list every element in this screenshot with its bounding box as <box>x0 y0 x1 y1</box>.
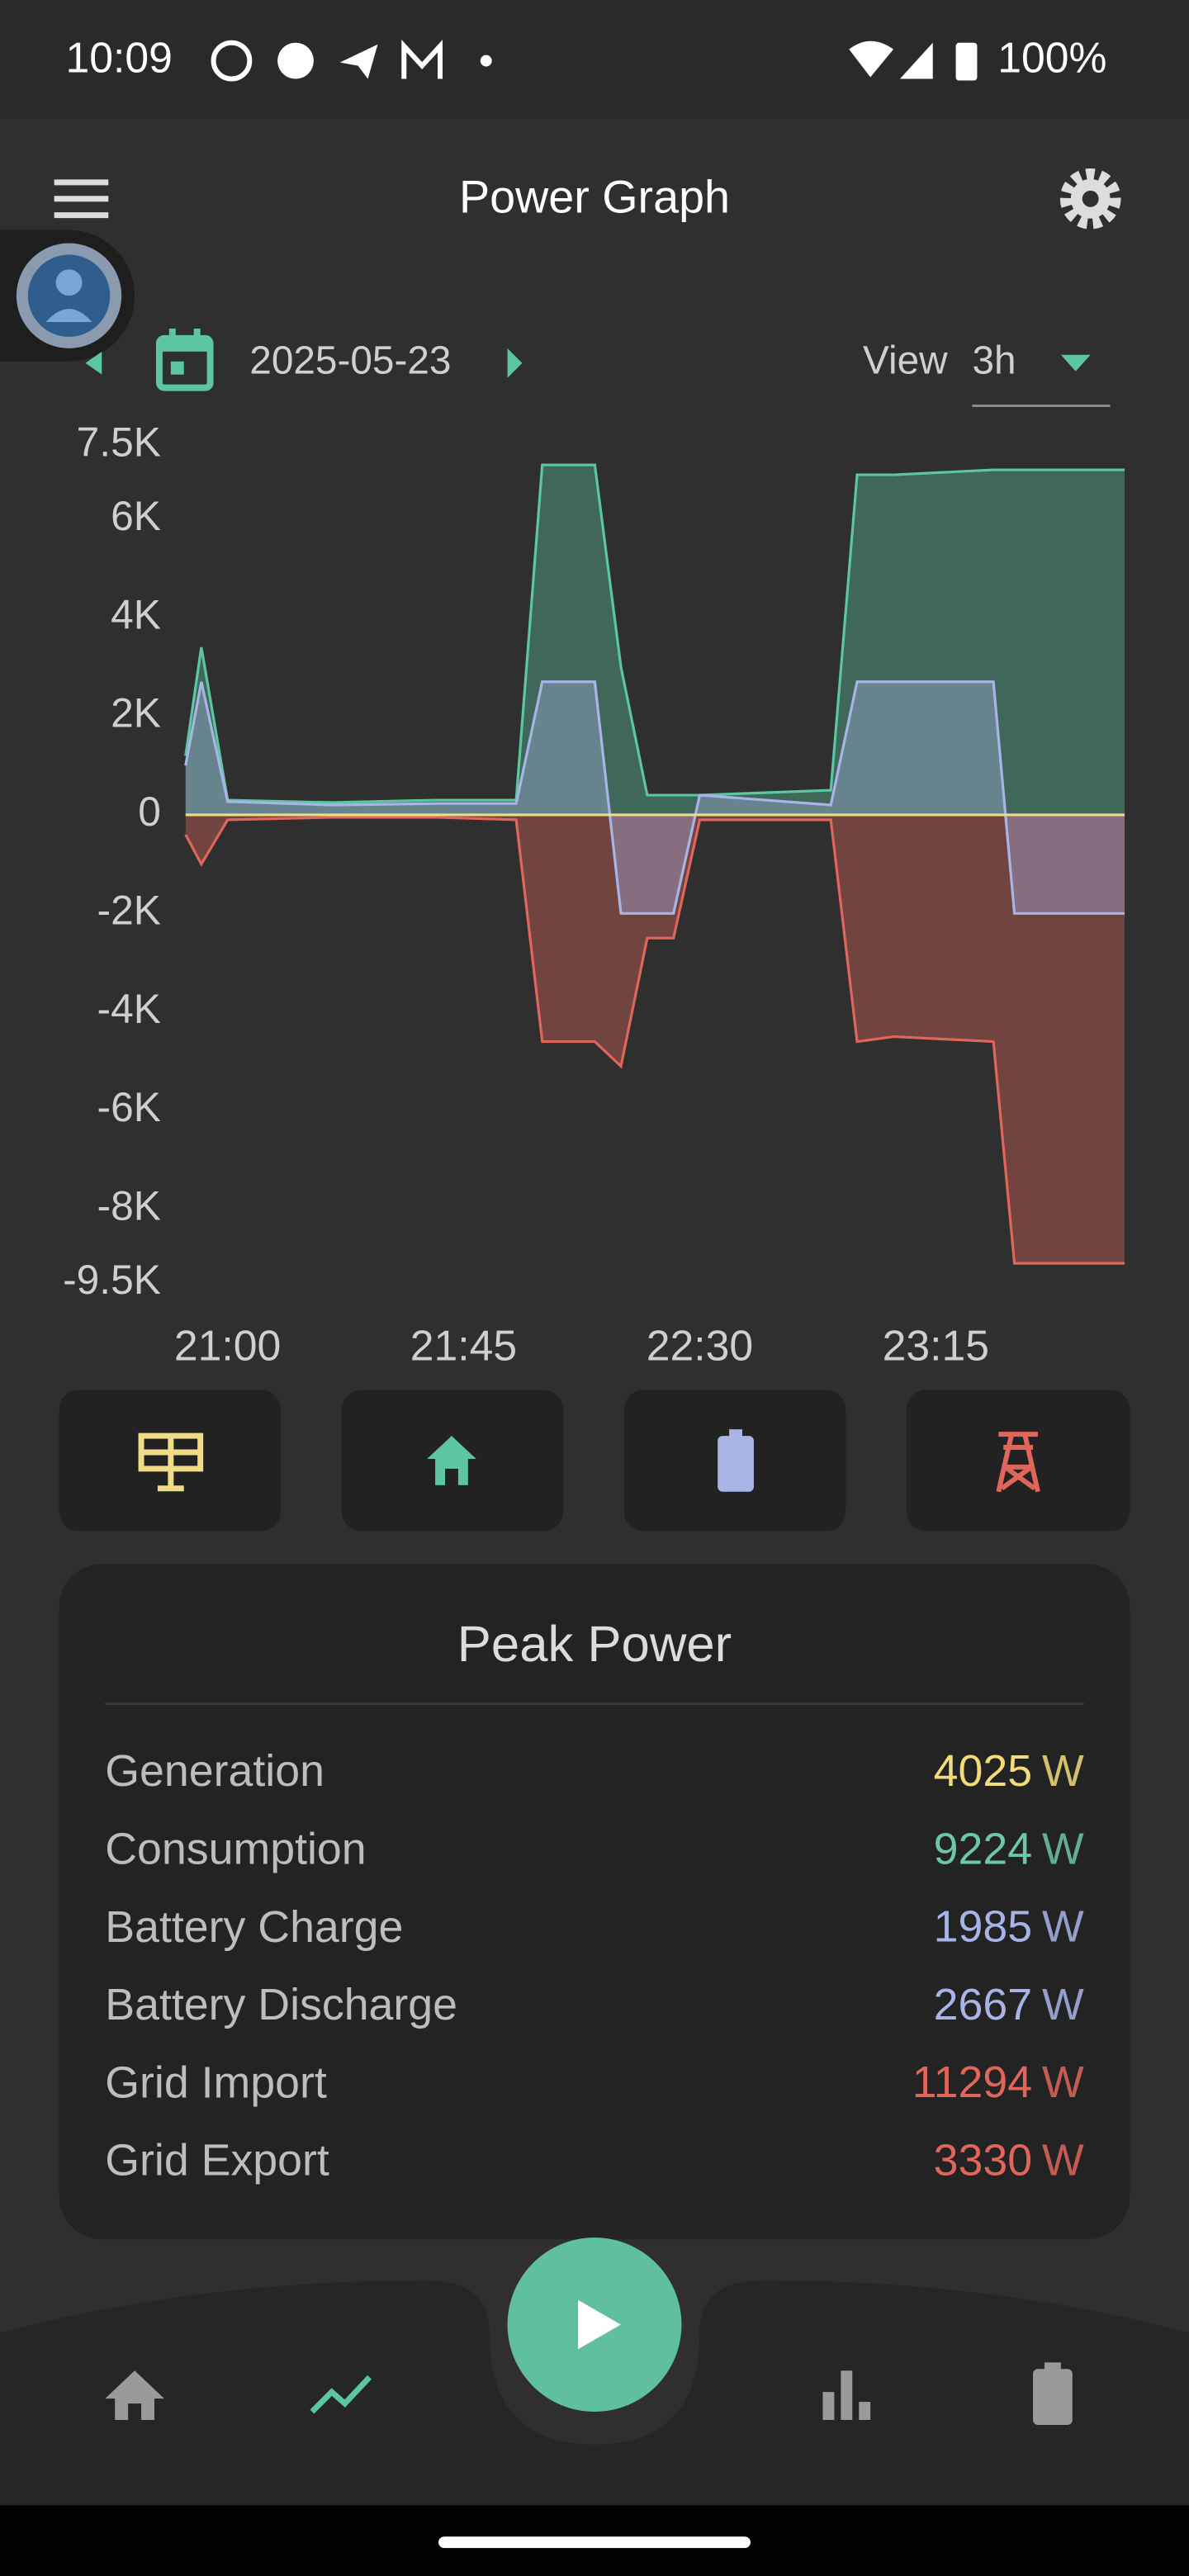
settings-button[interactable] <box>1059 168 1121 230</box>
y-tick-label: -8K <box>97 1183 161 1229</box>
row-label: Grid Export <box>105 2136 329 2185</box>
unit: W <box>1042 1980 1084 2029</box>
nav-home[interactable] <box>105 2370 164 2420</box>
row-label: Battery Charge <box>105 1902 403 1952</box>
x-tick-label: 21:00 <box>174 1321 281 1369</box>
y-tick-label: -2K <box>97 887 161 933</box>
nav-battery[interactable] <box>1033 2362 1073 2425</box>
menu-button[interactable] <box>54 179 109 219</box>
nav-statistics[interactable] <box>822 2370 871 2420</box>
bottom-navigation <box>0 2280 1189 2506</box>
grid-filter[interactable] <box>906 1390 1130 1532</box>
home-indicator <box>438 2536 751 2549</box>
view-dropdown[interactable]: 3h <box>972 339 1111 407</box>
value: 9224 <box>934 1824 1032 1873</box>
nav-graph[interactable] <box>310 2375 372 2414</box>
row-label: Consumption <box>105 1824 366 1873</box>
row-value: 3330 W <box>934 2136 1084 2185</box>
card-title: Peak Power <box>457 1616 732 1673</box>
row-value: 2667 W <box>934 1980 1084 2029</box>
status-time: 10:09 <box>66 33 173 81</box>
calendar-button[interactable] <box>155 328 214 391</box>
y-tick-label: -9.5K <box>63 1257 161 1303</box>
x-tick-label: 21:45 <box>410 1321 517 1369</box>
series-area <box>185 465 1125 815</box>
series-line <box>184 816 1125 1265</box>
row-label: Grid Import <box>105 2057 327 2107</box>
y-tick-label: 6K <box>111 493 161 539</box>
view-value: 3h <box>972 339 1016 382</box>
series-line <box>184 463 1125 804</box>
y-tick-label: -6K <box>97 1084 161 1130</box>
series-line <box>184 680 1125 915</box>
y-tick-label: 7.5K <box>77 419 161 465</box>
unit: W <box>1042 1824 1084 1873</box>
value: 11294 <box>912 2057 1032 2107</box>
generation-filter[interactable] <box>59 1390 282 1532</box>
value: 2667 <box>934 1980 1032 2029</box>
series-area <box>185 814 1125 1264</box>
unit: W <box>1042 2057 1084 2107</box>
x-tick-label: 23:15 <box>883 1321 989 1369</box>
nav-play[interactable] <box>507 2237 682 2413</box>
value: 4025 <box>934 1746 1032 1796</box>
battery-filter[interactable] <box>623 1390 846 1532</box>
row-label: Battery Discharge <box>105 1980 457 2029</box>
y-tick-label: 2K <box>111 690 161 736</box>
row-label: Generation <box>105 1746 324 1796</box>
status-bar <box>0 0 1189 119</box>
consumption-filter[interactable] <box>341 1390 564 1532</box>
view-label: View <box>863 339 948 382</box>
y-tick-label: 4K <box>111 591 161 637</box>
unit: W <box>1042 1902 1084 1952</box>
lock-overlay[interactable] <box>0 230 135 362</box>
next-day[interactable] <box>507 348 523 378</box>
status-notification-icons <box>211 40 492 82</box>
previous-day[interactable] <box>85 351 102 375</box>
date-label: 2025-05-23 <box>249 339 451 382</box>
series-area <box>185 681 1125 914</box>
value: 3330 <box>934 2136 1032 2185</box>
row-value: 11294 W <box>912 2057 1084 2107</box>
status-battery: 100% <box>997 33 1106 81</box>
unit: W <box>1042 1746 1084 1796</box>
app-title: Power Graph <box>459 171 730 222</box>
y-tick-label: -4K <box>97 986 161 1032</box>
y-tick-label: 0 <box>138 788 161 835</box>
unit: W <box>1042 2136 1084 2185</box>
peak-power-card <box>59 1564 1130 2240</box>
x-tick-label: 22:30 <box>647 1321 753 1369</box>
power-chart: 7.5K 6K 4K 2K 0 -2K -4K -6K -8K -9.5K 21:00 21:45 22… <box>63 419 1125 1369</box>
row-value: 4025 W <box>934 1746 1084 1796</box>
value: 1985 <box>934 1902 1032 1952</box>
row-value: 1985 W <box>934 1902 1084 1952</box>
row-value: 9224 W <box>934 1824 1084 1873</box>
